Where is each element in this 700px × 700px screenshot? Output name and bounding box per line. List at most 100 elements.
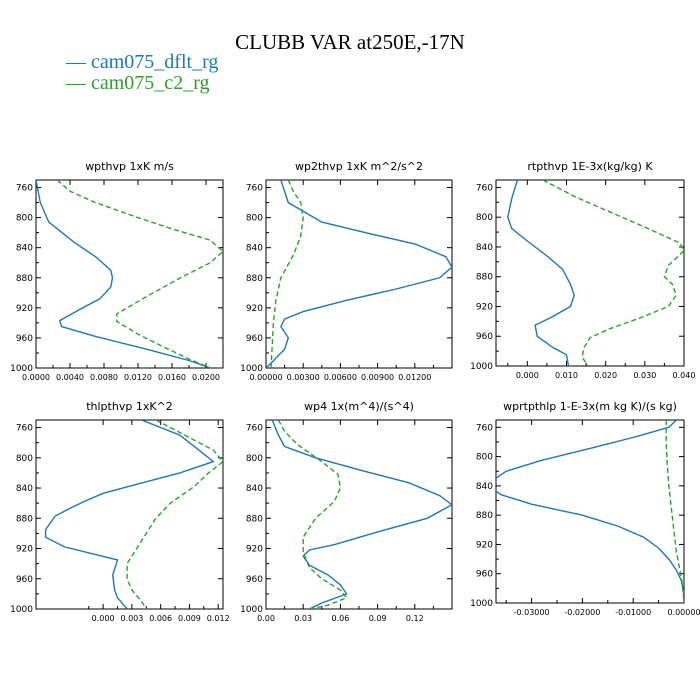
plot-frame — [265, 419, 453, 610]
series-line-c2 — [56, 180, 223, 368]
x-tick-label: -0.03000 — [514, 608, 550, 617]
series-line-dflt — [271, 420, 452, 609]
x-tick-label: 0.00000 — [249, 373, 282, 382]
y-tick-label: 800 — [16, 454, 33, 464]
y-tick-label: 840 — [16, 244, 33, 254]
y-tick-label: 1000 — [10, 364, 33, 374]
x-tick-label: 0.0200 — [192, 373, 220, 382]
x-tick-label: 0.12 — [406, 614, 424, 623]
x-tick-label: 0.00900 — [361, 373, 394, 382]
series-line-c2 — [665, 420, 684, 603]
y-tick-label: 800 — [476, 213, 493, 223]
subplot-title: thlpthvp 1xK^2 — [86, 400, 173, 413]
x-tick-label: 0.000 — [516, 371, 539, 380]
subplot-title: wprtpthlp 1-E-3x(m kg K)/(s kg) — [503, 400, 677, 413]
x-tick-label: -0.02000 — [564, 608, 600, 617]
x-tick-label: 0.003 — [120, 614, 143, 623]
y-tick-label: 760 — [476, 423, 493, 433]
plot-frame — [35, 179, 224, 369]
y-tick-label: 1000 — [240, 605, 263, 615]
x-tick-label: 0.00600 — [324, 373, 357, 382]
x-tick-label: 0.01200 — [398, 373, 431, 382]
series-line-c2 — [270, 180, 304, 368]
y-tick-label: 880 — [16, 274, 33, 284]
y-tick-label: 920 — [246, 304, 263, 314]
subplot-2: wp2thvp 1xK m^2/s^2 760 800 840 880 920 960 100… — [240, 160, 453, 382]
x-tick-label: 0.020 — [594, 371, 617, 380]
y-tick-label: 760 — [16, 184, 33, 194]
y-tick-label: 880 — [246, 274, 263, 284]
y-tick-label: 760 — [246, 184, 263, 194]
y-tick-label: 1000 — [240, 364, 263, 374]
x-tick-label: 0.0000 — [22, 373, 50, 382]
y-tick-label: 960 — [476, 570, 493, 580]
y-tick-label: 840 — [16, 484, 33, 494]
y-tick-label: 800 — [246, 454, 263, 464]
plot-frame — [495, 179, 685, 367]
legend-entry-c2: — cam075_c2_rg — [66, 72, 210, 94]
subplot-title: wp2thvp 1xK m^2/s^2 — [295, 160, 423, 173]
x-tick-label: 0.0120 — [124, 373, 152, 382]
y-tick-label: 840 — [476, 243, 493, 253]
y-tick-label: 920 — [476, 302, 493, 312]
subplot-title: wp4 1x(m^4)/(s^4) — [304, 400, 414, 413]
x-tick-label: 0.0080 — [90, 373, 118, 382]
figure-title: CLUBB VAR at250E,-17N — [235, 30, 465, 54]
series-line-c2 — [126, 420, 223, 609]
x-tick-label: 0.09 — [369, 614, 387, 623]
y-tick-label: 800 — [16, 214, 33, 224]
y-tick-label: 760 — [246, 424, 263, 434]
y-tick-label: 920 — [16, 545, 33, 555]
y-tick-label: 760 — [476, 183, 493, 193]
x-tick-label: 0.00300 — [287, 373, 320, 382]
plot-frame — [35, 419, 224, 610]
subplot-5: wp4 1x(m^4)/(s^4) 760 800 840 880 920 960 1000 0… — [240, 400, 453, 623]
subplot-title: rtpthvp 1E-3x(kg/kg) K — [527, 160, 653, 173]
y-tick-label: 960 — [16, 575, 33, 585]
y-tick-label: 840 — [246, 244, 263, 254]
series-line-c2 — [542, 180, 684, 366]
subplot-3: rtpthvp 1E-3x(kg/kg) K 760 800 840 880 920 960… — [470, 160, 695, 380]
x-tick-label: 0.012 — [207, 614, 230, 623]
y-tick-label: 760 — [16, 424, 33, 434]
y-tick-label: 920 — [16, 304, 33, 314]
legend-entry-dflt: — cam075_dflt_rg — [66, 51, 219, 73]
x-tick-label: 0.006 — [149, 614, 172, 623]
x-tick-label: 0.010 — [555, 371, 578, 380]
y-tick-label: 800 — [476, 453, 493, 463]
y-tick-label: 920 — [246, 545, 263, 555]
y-tick-label: 880 — [476, 273, 493, 283]
series-line-dflt — [44, 420, 215, 609]
y-tick-label: 960 — [16, 334, 33, 344]
x-tick-label: 0.0040 — [56, 373, 84, 382]
y-tick-label: 960 — [476, 332, 493, 342]
y-tick-label: 840 — [246, 484, 263, 494]
y-tick-label: 1000 — [470, 362, 493, 372]
y-tick-label: 840 — [476, 482, 493, 492]
plot-frame — [495, 419, 685, 604]
series-line-dflt — [496, 420, 684, 603]
x-tick-label: 0.0160 — [158, 373, 186, 382]
x-tick-label: 0.000 — [92, 614, 115, 623]
series-line-dflt — [507, 180, 576, 366]
subplot-1: wpthvp 1xK m/s76080084088092096010000.00… — [10, 160, 224, 382]
x-tick-label: -0.01000 — [615, 608, 651, 617]
y-tick-label: 960 — [246, 575, 263, 585]
x-tick-label: 0.03 — [294, 614, 312, 623]
y-tick-label: 920 — [476, 540, 493, 550]
y-tick-label: 960 — [246, 334, 263, 344]
y-tick-label: 880 — [246, 514, 263, 524]
y-tick-label: 800 — [246, 214, 263, 224]
subplot-6: wprtpthlp 1-E-3x(m kg K)/(s kg) 760 800 840… — [470, 400, 700, 617]
x-tick-label: 0.06 — [331, 614, 349, 623]
x-tick-label: 0.040 — [673, 371, 696, 380]
series-line-dflt — [266, 180, 452, 368]
y-tick-label: 1000 — [470, 599, 493, 609]
subplot-title: wpthvp 1xK m/s — [85, 160, 174, 173]
x-tick-label: 0.009 — [178, 614, 201, 623]
x-tick-label: 0.00000 — [667, 608, 700, 617]
subplot-4: thlpthvp 1xK^2 760 800 840 880 920 960 1000 0.00… — [10, 400, 230, 623]
y-tick-label: 1000 — [10, 605, 33, 615]
y-tick-label: 880 — [16, 514, 33, 524]
